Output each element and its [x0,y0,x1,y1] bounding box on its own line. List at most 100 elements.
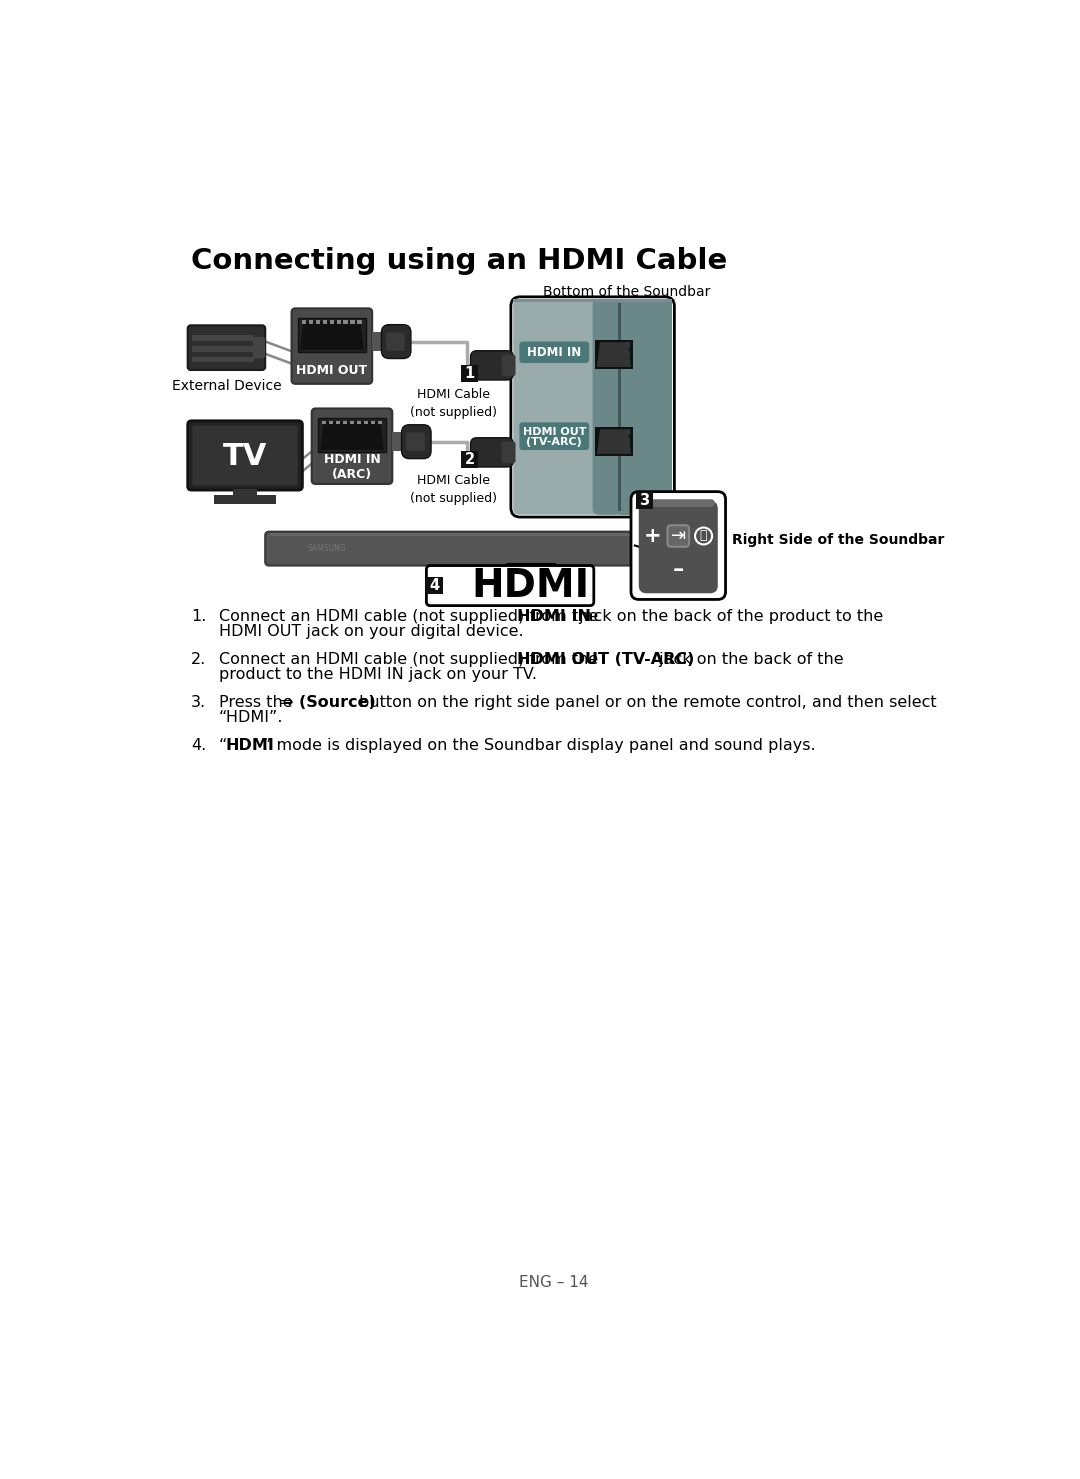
Bar [618,303,621,510]
Bar [595,427,633,456]
Text: SAMSUNG: SAMSUNG [308,544,347,553]
Bar [392,432,403,451]
Bar [301,321,307,324]
Bar [298,318,366,352]
Bar [329,321,334,324]
Text: jack on the back of the: jack on the back of the [654,652,843,667]
FancyBboxPatch shape [501,355,515,376]
Bar [337,321,341,324]
FancyBboxPatch shape [266,531,669,565]
Text: Press the: Press the [218,695,297,710]
FancyBboxPatch shape [511,297,674,518]
Bar [461,451,478,467]
Bar [636,491,652,509]
Text: +: + [644,527,662,546]
Text: HDMI OUT: HDMI OUT [523,426,586,436]
Bar [350,420,354,424]
FancyBboxPatch shape [667,525,689,547]
Polygon shape [321,422,383,450]
Bar [336,420,340,424]
Text: ENG – 14: ENG – 14 [518,1275,589,1290]
Text: HDMI Cable
(not supplied): HDMI Cable (not supplied) [410,387,497,419]
FancyBboxPatch shape [188,325,266,370]
Bar [665,540,672,558]
Text: External Device: External Device [172,379,281,393]
Bar [309,321,313,324]
FancyBboxPatch shape [253,337,266,358]
Text: Connect an HDMI cable (not supplied) from the: Connect an HDMI cable (not supplied) fro… [218,609,603,624]
Bar [192,356,255,362]
Bar [232,488,257,497]
FancyBboxPatch shape [519,423,590,450]
Bar [595,340,633,370]
Text: 2.: 2. [191,652,206,667]
FancyBboxPatch shape [312,408,392,484]
FancyBboxPatch shape [593,299,672,515]
Bar [625,359,630,365]
Polygon shape [597,429,631,454]
Text: ⇒ (Source): ⇒ (Source) [280,695,376,710]
Bar [350,321,355,324]
Text: product to the HDMI IN jack on your TV.: product to the HDMI IN jack on your TV. [218,667,537,682]
Text: Connecting using an HDMI Cable: Connecting using an HDMI Cable [191,247,727,275]
FancyBboxPatch shape [292,309,373,385]
Text: Bottom of the Soundbar: Bottom of the Soundbar [543,285,711,299]
Text: “: “ [218,738,227,753]
Bar [192,336,255,340]
Text: HDMI: HDMI [226,738,274,753]
Text: Connect an HDMI cable (not supplied) from the: Connect an HDMI cable (not supplied) fro… [218,652,603,667]
Polygon shape [300,321,364,351]
Bar [513,299,672,302]
Text: HDMI OUT: HDMI OUT [296,364,367,377]
Text: jack on the back of the product to the: jack on the back of the product to the [573,609,883,624]
FancyBboxPatch shape [387,333,405,351]
FancyBboxPatch shape [381,325,410,358]
Text: button on the right side panel or on the remote control, and then select: button on the right side panel or on the… [354,695,936,710]
FancyBboxPatch shape [427,565,594,605]
Bar [620,299,672,515]
Bar [625,438,630,444]
Bar [322,420,326,424]
Bar [625,429,630,435]
Text: –: – [673,561,684,580]
Bar [323,321,327,324]
Bar [625,342,630,348]
FancyBboxPatch shape [642,500,715,507]
Text: HDMI: HDMI [471,566,590,605]
Bar [461,365,478,382]
Bar [270,534,663,537]
FancyBboxPatch shape [471,438,513,467]
Text: 1: 1 [464,365,475,380]
Polygon shape [597,342,631,367]
Bar [625,447,630,451]
Bar [192,346,255,352]
Bar [373,333,383,351]
Bar [318,419,387,453]
Bar [342,420,348,424]
FancyBboxPatch shape [192,426,298,485]
Text: (TV-ARC): (TV-ARC) [526,436,582,447]
Text: HDMI IN
(ARC): HDMI IN (ARC) [324,454,380,481]
FancyBboxPatch shape [402,424,431,458]
FancyBboxPatch shape [471,351,513,380]
Text: “HDMI”.: “HDMI”. [218,710,283,725]
Bar [214,494,276,504]
Bar [370,420,375,424]
Bar [364,420,368,424]
Text: ” mode is displayed on the Soundbar display panel and sound plays.: ” mode is displayed on the Soundbar disp… [264,738,815,753]
Text: ⇥: ⇥ [671,527,686,544]
Text: 4: 4 [430,578,440,593]
Text: 3.: 3. [191,695,206,710]
Bar [427,577,444,595]
FancyBboxPatch shape [501,442,515,463]
Text: HDMI OUT (TV-ARC): HDMI OUT (TV-ARC) [516,652,694,667]
Text: ⏻: ⏻ [700,528,707,541]
FancyBboxPatch shape [406,432,424,451]
FancyBboxPatch shape [631,491,726,599]
Bar [378,420,382,424]
Bar [356,420,362,424]
FancyBboxPatch shape [513,299,620,515]
Bar [625,351,630,356]
Bar [343,321,348,324]
Text: 1.: 1. [191,609,206,624]
